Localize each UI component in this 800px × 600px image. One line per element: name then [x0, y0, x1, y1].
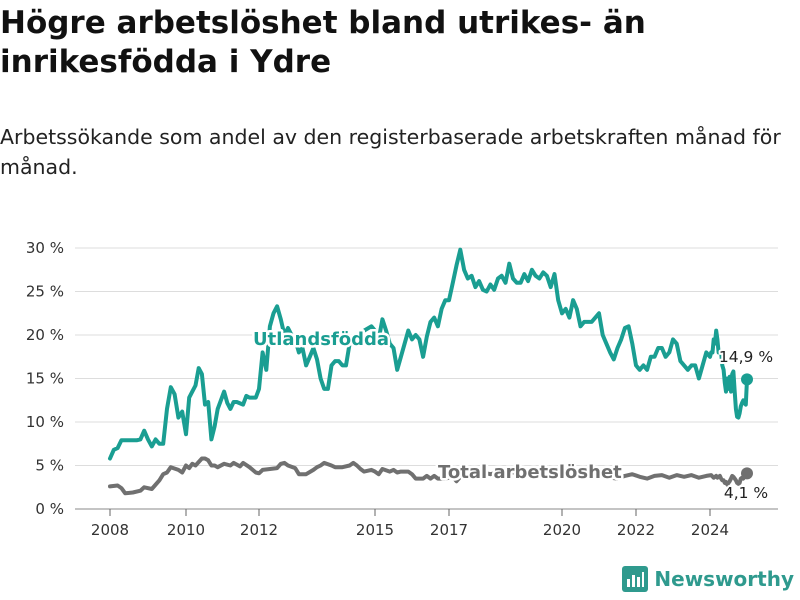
end-value-label-0: 14,9 %	[719, 348, 773, 366]
chart-subtitle: Arbetssökande som andel av den registerb…	[0, 125, 781, 179]
x-tick-label-7: 2024	[691, 521, 729, 539]
x-tick-label-6: 2022	[617, 521, 655, 539]
end-value-label-1: 4,1 %	[724, 484, 768, 502]
x-tick-label-1: 2010	[167, 521, 205, 539]
end-value-halo-1: 4,1 %	[724, 484, 768, 502]
series-line-0	[108, 247, 749, 461]
x-tick-label-2: 2012	[240, 521, 278, 539]
y-tick-label-0: 0 %	[35, 500, 64, 518]
x-tick-label-3: 2015	[356, 521, 394, 539]
series-label-0: Utlandsfödda	[253, 329, 389, 350]
series-end-point-1	[741, 467, 753, 480]
series-line-1	[108, 456, 749, 496]
series-label-1: Total arbetslöshet	[438, 462, 622, 483]
chart-title: Högre arbetslöshet bland utrikes- än inr…	[0, 5, 646, 80]
brand-name: Newsworthy	[654, 567, 794, 591]
series-end-point-0	[741, 373, 753, 386]
y-tick-label-1: 5 %	[35, 457, 64, 475]
end-value-halo-0: 14,9 %	[719, 348, 773, 366]
x-tick-label-0: 2008	[91, 521, 129, 539]
y-tick-label-5: 25 %	[26, 283, 64, 301]
series-label-halo-0: Utlandsfödda	[253, 329, 389, 350]
y-tick-label-4: 20 %	[26, 326, 64, 344]
y-tick-label-2: 10 %	[26, 413, 64, 431]
y-tick-label-6: 30 %	[26, 239, 64, 257]
y-tick-label-3: 15 %	[26, 370, 64, 388]
brand-logo: Newsworthy	[622, 566, 794, 592]
series-label-halo-1: Total arbetslöshet	[438, 462, 622, 483]
x-tick-label-5: 2020	[543, 521, 581, 539]
x-tick-label-4: 2017	[430, 521, 468, 539]
bar-chart-logo-icon	[622, 566, 649, 592]
